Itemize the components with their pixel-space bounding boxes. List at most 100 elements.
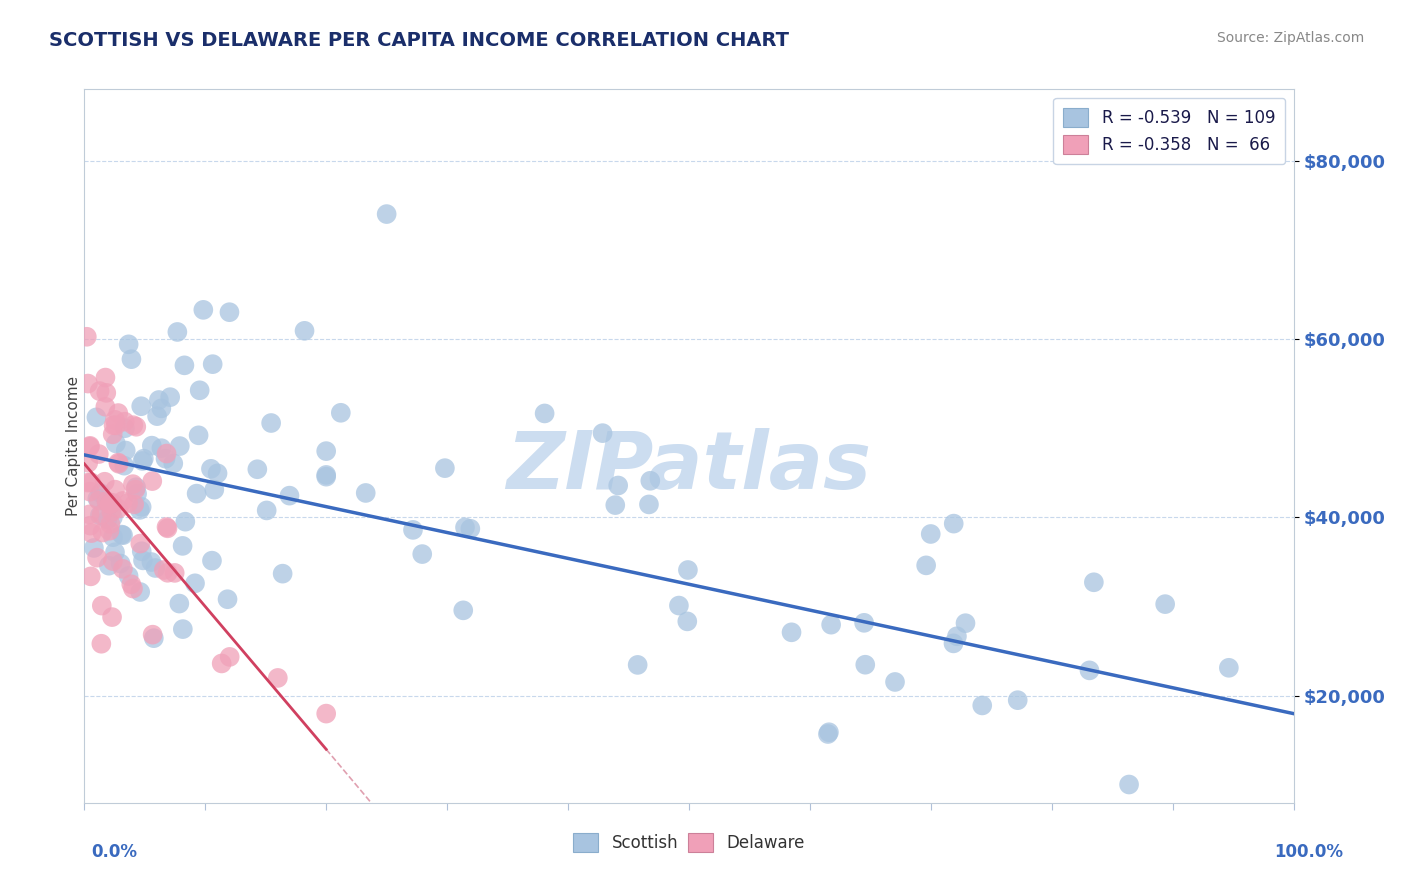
Point xyxy=(172,622,194,636)
Point xyxy=(402,523,425,537)
Point xyxy=(184,576,207,591)
Point xyxy=(122,418,145,433)
Point xyxy=(83,541,105,555)
Point xyxy=(294,324,316,338)
Point xyxy=(86,410,108,425)
Point xyxy=(90,637,112,651)
Point xyxy=(129,399,152,413)
Point xyxy=(96,494,118,508)
Point xyxy=(129,585,152,599)
Point xyxy=(592,426,614,441)
Point xyxy=(173,359,195,373)
Point xyxy=(172,539,194,553)
Point xyxy=(103,418,125,433)
Point xyxy=(101,530,124,544)
Point xyxy=(117,569,139,583)
Point xyxy=(76,330,98,344)
Point xyxy=(131,454,153,468)
Point xyxy=(193,302,215,317)
Point xyxy=(122,582,145,596)
Point xyxy=(98,524,121,538)
Point xyxy=(122,497,145,511)
Point xyxy=(150,401,173,416)
Point xyxy=(1118,777,1140,791)
Point xyxy=(187,428,209,442)
Point xyxy=(101,510,124,524)
Point xyxy=(676,563,699,577)
Point xyxy=(246,462,269,476)
Point xyxy=(79,439,101,453)
Point xyxy=(142,631,165,645)
Point xyxy=(638,497,661,511)
Point xyxy=(94,370,117,384)
Point xyxy=(155,451,177,466)
Point xyxy=(96,495,118,509)
Point xyxy=(86,550,108,565)
Point xyxy=(884,675,907,690)
Point xyxy=(640,474,662,488)
Point xyxy=(162,457,184,471)
Point xyxy=(153,563,176,577)
Point xyxy=(818,725,841,739)
Point xyxy=(80,526,103,541)
Point xyxy=(156,521,179,535)
Point xyxy=(329,406,352,420)
Point xyxy=(79,508,101,522)
Point xyxy=(817,727,839,741)
Point xyxy=(256,503,278,517)
Point xyxy=(98,497,121,511)
Text: 100.0%: 100.0% xyxy=(1274,843,1343,861)
Point xyxy=(853,615,876,630)
Point xyxy=(218,305,240,319)
Point xyxy=(89,508,111,523)
Point xyxy=(132,451,155,466)
Point xyxy=(315,467,337,482)
Point xyxy=(114,421,136,435)
Point xyxy=(150,441,173,455)
Point xyxy=(80,475,103,490)
Point xyxy=(124,483,146,497)
Point xyxy=(201,554,224,568)
Point xyxy=(668,599,690,613)
Point xyxy=(111,527,134,541)
Point xyxy=(107,406,129,420)
Point xyxy=(100,505,122,519)
Point xyxy=(104,418,127,433)
Point xyxy=(433,461,456,475)
Y-axis label: Per Capita Income: Per Capita Income xyxy=(66,376,80,516)
Point xyxy=(267,671,290,685)
Point xyxy=(271,566,294,581)
Point xyxy=(127,487,149,501)
Point xyxy=(211,657,233,671)
Point xyxy=(155,446,177,460)
Point xyxy=(200,462,222,476)
Point xyxy=(128,503,150,517)
Point xyxy=(146,409,169,424)
Point xyxy=(201,357,224,371)
Point xyxy=(79,518,101,533)
Point xyxy=(942,636,965,650)
Point xyxy=(605,498,627,512)
Point xyxy=(315,706,337,721)
Point xyxy=(131,500,153,514)
Point xyxy=(110,557,132,571)
Point xyxy=(114,415,136,429)
Point xyxy=(114,443,136,458)
Point xyxy=(145,561,167,575)
Point xyxy=(107,501,129,516)
Point xyxy=(112,458,135,473)
Point xyxy=(132,553,155,567)
Point xyxy=(188,384,211,398)
Point xyxy=(90,508,112,522)
Point xyxy=(627,657,650,672)
Point xyxy=(278,489,301,503)
Point xyxy=(120,352,142,367)
Point xyxy=(174,515,197,529)
Point xyxy=(853,657,876,672)
Point xyxy=(129,536,152,550)
Point xyxy=(89,486,111,500)
Point xyxy=(141,555,163,569)
Point xyxy=(101,610,124,624)
Point xyxy=(1083,575,1105,590)
Point xyxy=(97,558,120,573)
